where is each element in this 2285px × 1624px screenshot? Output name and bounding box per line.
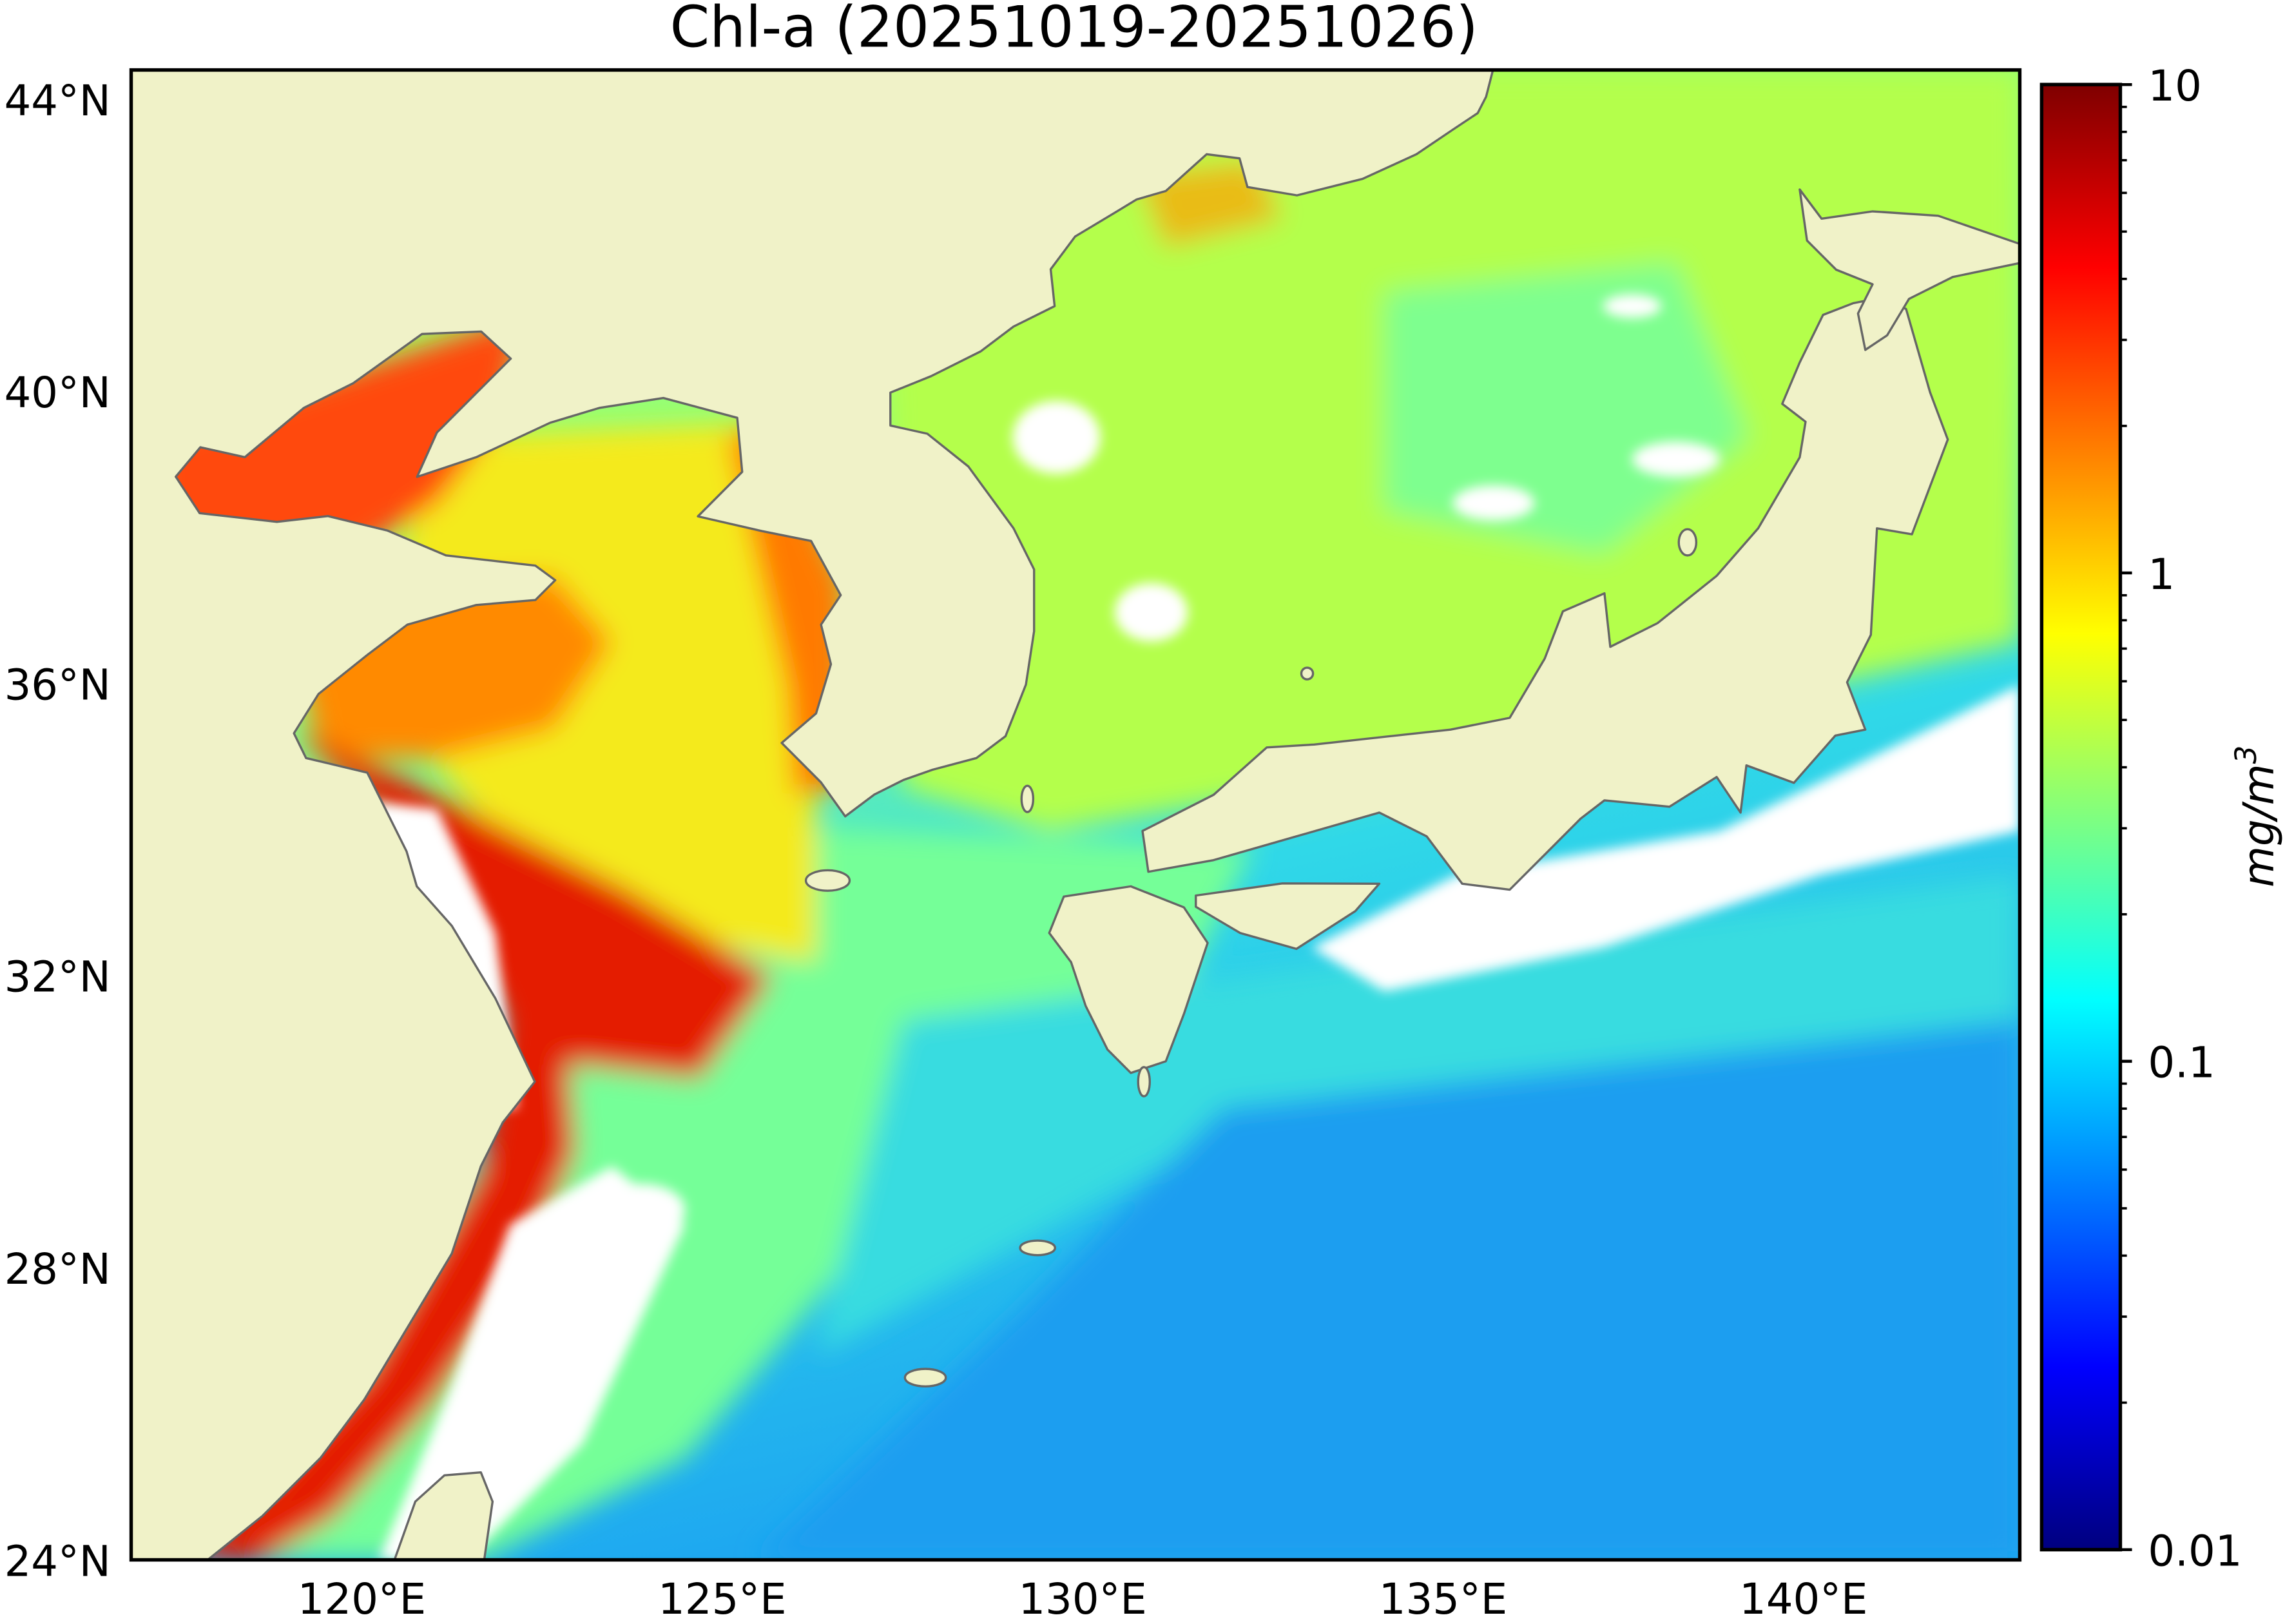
- yellow-sea-field: [364, 423, 816, 962]
- japan-sea-cyan-patch: [1384, 262, 1749, 554]
- land-okinawa: [903, 1368, 947, 1387]
- land-ulleung: [1300, 666, 1315, 681]
- china-coast-high-chl: [189, 729, 773, 1560]
- land-kyushu: [1048, 885, 1209, 1074]
- longitude-label: 140°E: [1739, 1575, 1867, 1624]
- colorbar-label-superscript: 3: [2229, 746, 2263, 764]
- colorbar-ticks: 10 1 0.1 0.01: [2120, 62, 2242, 1576]
- map-frame: [129, 68, 2022, 1562]
- cloud-japan-sea-3: [1603, 294, 1662, 318]
- latitude-label: 32°N: [5, 953, 111, 1002]
- land-tsushima: [1020, 784, 1035, 813]
- latitude-label: 36°N: [5, 661, 111, 710]
- land-amami: [1019, 1239, 1057, 1257]
- colorbar-tick-label: 0.1: [2148, 1039, 2215, 1088]
- colorbar-tick-label: 0.01: [2148, 1527, 2242, 1576]
- colorbar: 10 1 0.1 0.01 mg/m3: [2039, 62, 2284, 1576]
- land-asia-mainland: [131, 70, 1494, 1560]
- longitude-label: 120°E: [298, 1575, 426, 1624]
- land-sado: [1677, 528, 1698, 557]
- latitude-label: 24°N: [5, 1537, 111, 1586]
- latitude-label: 44°N: [5, 77, 111, 126]
- colorbar-tick-label: 1: [2148, 550, 2175, 599]
- cloud-korea-east: [1012, 401, 1101, 474]
- latitude-label: 28°N: [5, 1245, 111, 1294]
- land-shikoku: [1195, 882, 1381, 951]
- latitude-tick-labels: 24°N 28°N 32°N 36°N 40°N 44°N: [5, 77, 111, 1587]
- latitude-label: 40°N: [5, 369, 111, 418]
- longitude-tick-labels: 120°E 125°E 130°E 135°E 140°E: [298, 1575, 1868, 1624]
- pacific-blue-field: [757, 1020, 2020, 1560]
- colorbar-tick-label: 10: [2148, 62, 2201, 111]
- cloud-pacific-band: [1311, 685, 2020, 992]
- cloud-korea-east-2: [1115, 583, 1188, 642]
- land-hokkaido: [1798, 188, 2020, 351]
- map-title: Chl-a (20251019-20251026): [670, 0, 1478, 60]
- land-taiwan: [393, 1471, 494, 1560]
- cloud-japan-sea-2: [1632, 441, 1720, 477]
- cloud-japan-sea-1: [1452, 485, 1535, 521]
- map-plot-area: [131, 70, 2020, 1560]
- longitude-label: 130°E: [1018, 1575, 1146, 1624]
- cloud-taiwan-strait: [378, 1166, 685, 1560]
- land-jeju: [804, 869, 851, 892]
- land-honshu: [1141, 296, 1949, 891]
- cloud-east-china-sea: [597, 1183, 685, 1237]
- longitude-label: 125°E: [658, 1575, 786, 1624]
- colorbar-label: mg/m3: [2229, 746, 2284, 887]
- land-tanegashima: [1137, 1066, 1152, 1097]
- longitude-label: 135°E: [1379, 1575, 1507, 1624]
- land: [131, 70, 2020, 1560]
- bohai-sea-field: [153, 313, 525, 583]
- colorbar-gradient: [2039, 82, 2123, 1552]
